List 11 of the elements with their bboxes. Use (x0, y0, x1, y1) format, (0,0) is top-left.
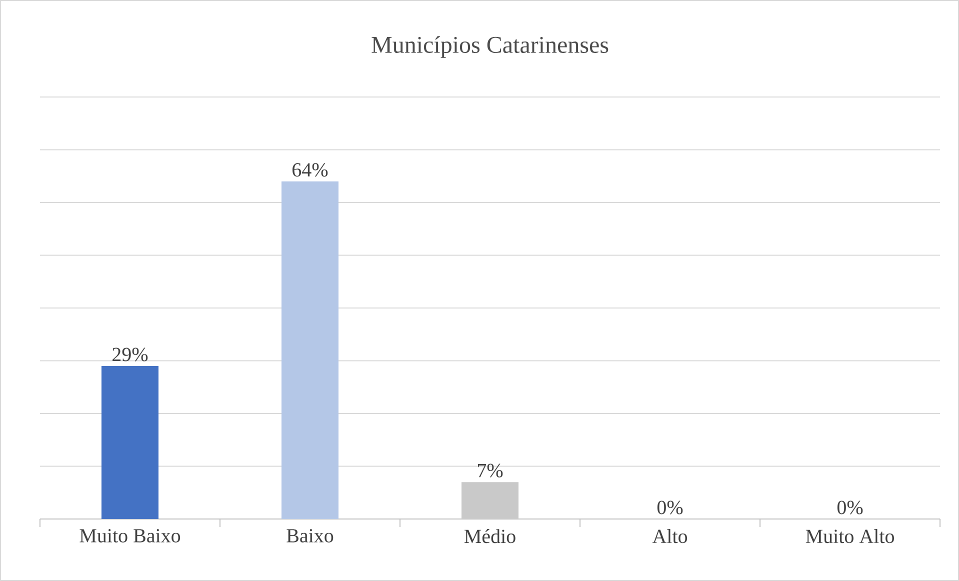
chart-title: Municípios Catarinenses (372, 36, 608, 58)
data-label: 7% (478, 464, 503, 478)
data-label: 29% (112, 348, 148, 362)
x-tick-label: Baixo (286, 529, 334, 542)
data-label: 0% (657, 500, 683, 514)
x-tick-label: Alto (652, 529, 688, 544)
data-label: 64% (292, 163, 328, 177)
x-tick-label: Muito Baixo (80, 529, 180, 542)
data-label: 0% (837, 500, 863, 514)
x-tick-label: Médio (464, 529, 516, 544)
x-tick-label: Muito Alto (806, 529, 894, 544)
